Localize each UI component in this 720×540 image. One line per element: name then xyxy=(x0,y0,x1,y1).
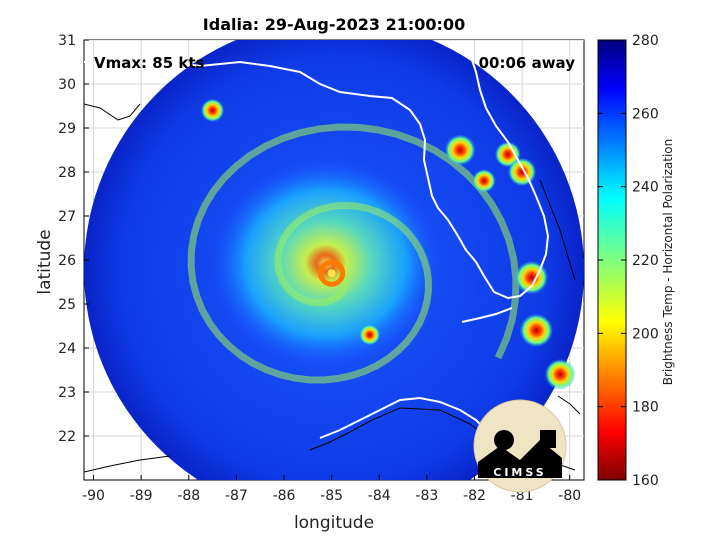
atlantic-edge xyxy=(539,179,576,281)
x-tick-label: -88 xyxy=(177,488,200,504)
vmax-label: Vmax: 85 kts xyxy=(94,54,204,72)
colorbar-tick-label: 180 xyxy=(632,400,659,416)
convective-cell xyxy=(472,169,496,193)
convective-cell xyxy=(359,324,381,346)
y-tick-label: 26 xyxy=(58,253,76,269)
colorbar-tick-label: 220 xyxy=(632,253,659,269)
y-tick-label: 30 xyxy=(58,77,76,93)
x-tick-label: -87 xyxy=(225,488,248,504)
convective-cell xyxy=(444,134,476,166)
rain-band xyxy=(187,123,520,384)
convective-cell xyxy=(507,157,537,187)
mexico-edge xyxy=(84,455,171,473)
colorbar-tick-label: 160 xyxy=(632,473,659,489)
y-axis-label: latitude xyxy=(35,229,55,294)
y-tick-label: 29 xyxy=(58,121,76,137)
colorbar-tick-label: 260 xyxy=(632,106,659,122)
colorbar-tick-label: 240 xyxy=(632,180,659,196)
x-tick-label: -83 xyxy=(415,488,438,504)
cimss-logo: CIMSS xyxy=(473,399,567,493)
y-tick-label: 23 xyxy=(58,385,76,401)
time-away-label: 00:06 away xyxy=(479,54,576,72)
x-tick-label: -84 xyxy=(368,488,391,504)
logo-text: CIMSS xyxy=(493,466,546,479)
x-axis-label: longitude xyxy=(294,513,374,533)
x-axis-ticks: -90 -89 -88 -87 -86 -85 -84 -83 -82 -81 -80 xyxy=(82,475,581,504)
storm-eye xyxy=(327,269,336,278)
colorbar-tick-label: 280 xyxy=(632,33,659,49)
x-tick-label: -90 xyxy=(82,488,105,504)
florida-keys xyxy=(461,307,513,323)
convective-cell xyxy=(519,313,554,348)
logo-building xyxy=(478,440,562,478)
y-tick-label: 27 xyxy=(58,209,76,225)
x-tick-label: -80 xyxy=(558,488,581,504)
y-tick-label: 22 xyxy=(58,429,76,445)
eyewall xyxy=(318,259,346,287)
convective-cell xyxy=(200,98,225,123)
y-tick-label: 25 xyxy=(58,297,76,313)
satellite-swath xyxy=(84,40,584,480)
us-gulf-edge xyxy=(84,103,141,121)
storm-structure xyxy=(187,123,520,384)
gulf-coast xyxy=(84,58,550,300)
logo-dish xyxy=(494,430,514,450)
y-axis-ticks: 22 23 24 25 26 27 28 29 30 31 xyxy=(58,33,89,445)
y-tick-label: 28 xyxy=(58,165,76,181)
logo-tower xyxy=(540,430,556,448)
colorbar-ticks: 160 180 200 220 240 260 280 xyxy=(598,33,659,489)
y-tick-label: 31 xyxy=(58,33,76,49)
x-tick-label: -82 xyxy=(463,488,486,504)
x-tick-label: -89 xyxy=(130,488,153,504)
colorbar-tick-label: 200 xyxy=(632,326,659,342)
chart-title: Idalia: 29-Aug-2023 21:00:00 xyxy=(203,15,465,34)
convective-cell xyxy=(514,260,549,295)
y-tick-label: 24 xyxy=(58,341,76,357)
colorbar-label: Brightness Temp - Horizontal Polarizatio… xyxy=(661,139,675,386)
x-tick-label: -86 xyxy=(273,488,296,504)
x-tick-label: -85 xyxy=(320,488,343,504)
bahamas-edge xyxy=(557,395,581,415)
convective-cell xyxy=(544,358,576,390)
